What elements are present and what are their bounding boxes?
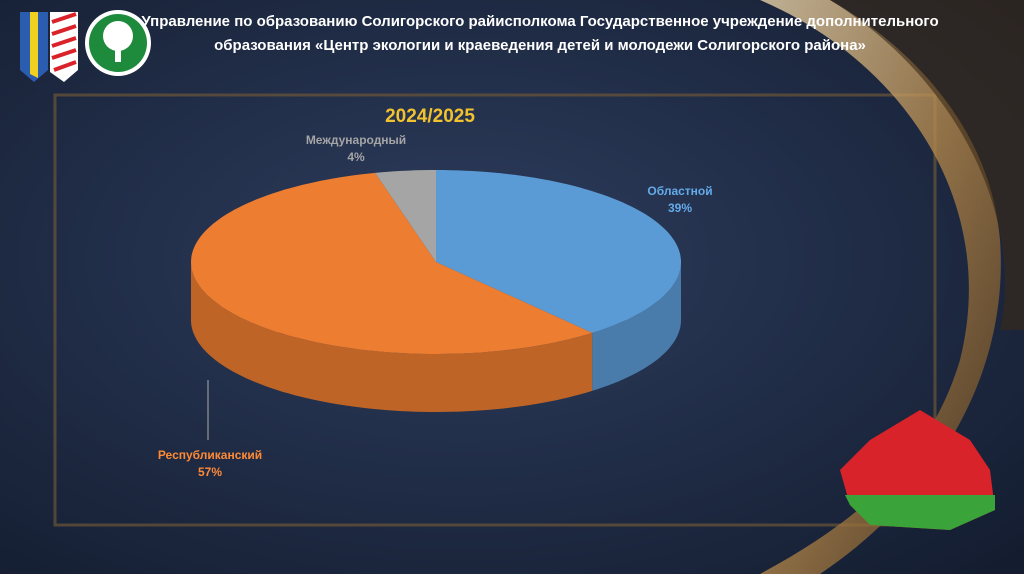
- slice: [191, 172, 593, 354]
- data-label-name: Республиканский: [158, 448, 262, 462]
- logo-trunk: [115, 44, 121, 62]
- header-line: образования «Центр экологии и краеведени…: [214, 37, 866, 54]
- slice: [375, 170, 436, 262]
- data-label-name: Областной: [647, 184, 712, 198]
- map-green: [845, 495, 995, 530]
- gold-shadow: [830, 0, 1024, 330]
- emblem-stripe: [30, 12, 38, 78]
- slice-side: [592, 262, 681, 391]
- slice: [436, 170, 681, 333]
- emblem-red-stripes: [51, 12, 77, 72]
- logo-tree: [103, 21, 133, 51]
- data-label-value: 4%: [347, 150, 365, 164]
- slice-side: [191, 262, 593, 412]
- chart-title: 2024/2025: [385, 106, 475, 127]
- frame: [53, 93, 937, 527]
- data-label-value: 39%: [668, 201, 692, 215]
- data-label-name: Международный: [306, 133, 406, 147]
- data-label-value: 57%: [198, 465, 222, 479]
- header-line: Управление по образованию Солигорского р…: [141, 13, 938, 30]
